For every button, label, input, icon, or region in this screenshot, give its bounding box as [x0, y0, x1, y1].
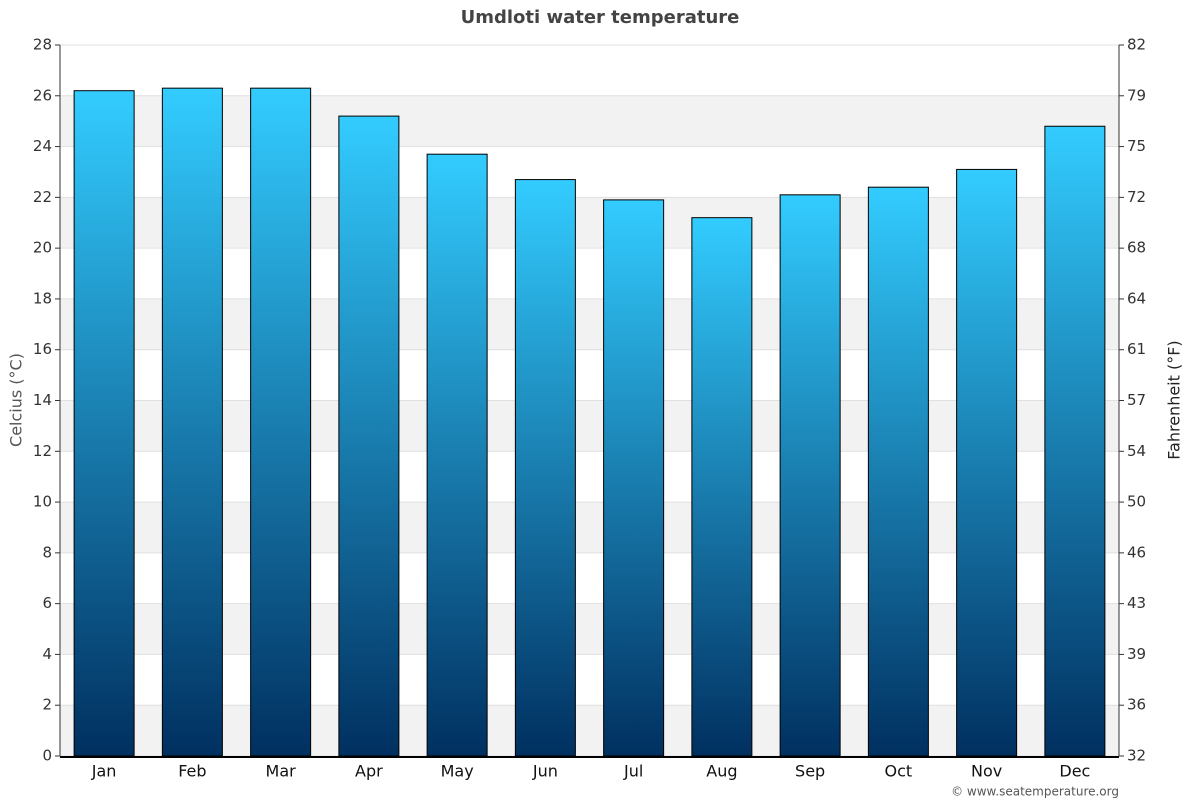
y-tick-label: 2: [42, 696, 52, 714]
grid-band: [60, 705, 1119, 756]
y2-tick-label: 39: [1127, 645, 1146, 663]
y-tick-label: 22: [33, 188, 52, 206]
x-tick-label: Jul: [623, 762, 643, 781]
y2-tick-label: 46: [1127, 543, 1146, 561]
x-tick-label: Mar: [266, 762, 297, 781]
y2-tick-label: 64: [1127, 289, 1146, 307]
y2-tick-label: 68: [1127, 239, 1146, 257]
bar: [426, 153, 488, 757]
bar: [779, 194, 841, 757]
x-tick-label: Apr: [355, 762, 383, 781]
y-tick-label: 0: [42, 747, 52, 765]
grid-band: [60, 502, 1119, 553]
y-tick-label: 12: [33, 442, 52, 460]
bar: [73, 90, 135, 757]
bar: [1044, 125, 1106, 757]
y2-tick-label: 75: [1127, 137, 1146, 155]
x-tick-label: Sep: [795, 762, 825, 781]
y2-axis-label: Fahrenheit (°F): [1165, 340, 1184, 459]
y2-tick-label: 54: [1127, 442, 1146, 460]
grid-band: [60, 95, 1119, 147]
grid-band: [60, 603, 1119, 655]
bar: [603, 199, 665, 757]
y-tick-label: 4: [42, 645, 52, 663]
y2-tick-label: 79: [1127, 86, 1146, 104]
y-tick-label: 8: [42, 543, 52, 561]
bar: [338, 115, 400, 757]
credit: © www.seatemperature.org: [951, 785, 1119, 799]
y2-tick-label: 32: [1127, 747, 1146, 765]
grid-band: [60, 400, 1119, 452]
x-tick-label: Oct: [885, 762, 913, 781]
bar: [867, 186, 929, 757]
y-tick-label: 18: [33, 289, 52, 307]
grid-band: [60, 298, 1119, 350]
y-tick-label: 20: [33, 239, 52, 257]
y2-tick-label: 43: [1127, 594, 1146, 612]
y2-tick-label: 72: [1127, 188, 1146, 206]
bar: [956, 168, 1018, 757]
y2-tick-label: 82: [1127, 36, 1146, 54]
y2-tick-label: 50: [1127, 493, 1146, 511]
y-tick-label: 26: [33, 86, 52, 104]
grid-band: [60, 197, 1119, 249]
y-tick-label: 28: [33, 36, 52, 54]
y-tick-label: 10: [33, 493, 52, 511]
chart-title: Umdloti water temperature: [461, 7, 740, 28]
y-tick-label: 6: [42, 594, 52, 612]
y2-tick-label: 57: [1127, 391, 1146, 409]
y-tick-label: 14: [33, 391, 52, 409]
bar: [250, 87, 312, 757]
bar: [691, 217, 753, 757]
bar: [514, 179, 576, 757]
x-tick-label: Nov: [971, 762, 1002, 781]
x-tick-label: Jun: [532, 762, 558, 781]
x-tick-label: Dec: [1059, 762, 1090, 781]
y-tick-label: 16: [33, 340, 52, 358]
y2-tick-label: 61: [1127, 340, 1146, 358]
x-tick-label: Jan: [91, 762, 117, 781]
x-tick-label: Aug: [706, 762, 737, 781]
y-axis-label: Celcius (°C): [7, 353, 26, 447]
y2-tick-label: 36: [1127, 696, 1146, 714]
x-tick-label: May: [441, 762, 474, 781]
bar: [161, 87, 223, 757]
plot-background: [60, 95, 1119, 756]
y-tick-label: 24: [33, 137, 52, 155]
x-tick-label: Feb: [178, 762, 206, 781]
